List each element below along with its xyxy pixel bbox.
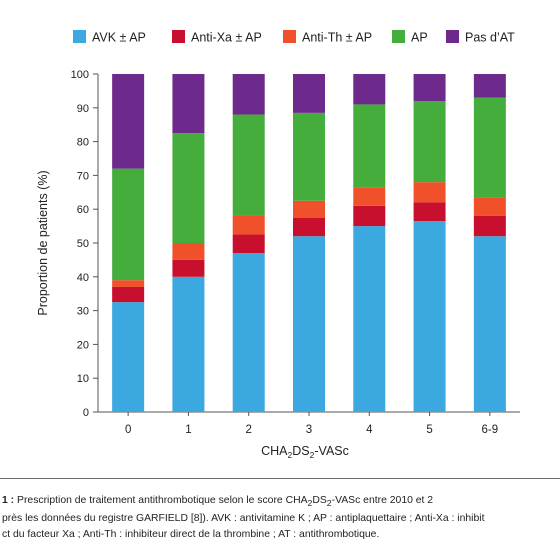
legend-swatch: [446, 30, 459, 43]
bar-segment: [473, 215, 506, 237]
legend: AVK ± AP Anti-Xa ± AP Anti-Th ± AP AP Pas d’…: [73, 30, 515, 45]
bar-segment: [413, 182, 446, 203]
y-tick-label: 60: [77, 204, 89, 216]
x-tick-label: 6-9: [482, 424, 499, 436]
bar-segment: [293, 112, 325, 201]
bar-segment: [232, 215, 265, 235]
bar-segment: [232, 114, 265, 216]
x-tick-label: 2: [246, 424, 252, 436]
x-axis: 0 1 2 3 4 5 6-9: [98, 411, 520, 436]
bar-segment: [473, 236, 506, 412]
legend-swatch: [283, 30, 296, 43]
caption-line-2: près les données du registre GARFIELD [8…: [2, 513, 485, 525]
bar-segment: [353, 187, 386, 206]
bar-segment: [232, 234, 265, 254]
x-axis-label: CHA2DS2-VASc: [261, 444, 349, 460]
bars: [112, 74, 506, 412]
bar-segment: [172, 243, 205, 260]
y-tick-label: 40: [77, 272, 89, 284]
y-tick-label: 70: [77, 170, 89, 182]
caption-divider: [0, 478, 560, 479]
x-tick-label: 5: [426, 424, 432, 436]
y-axis-label: Proportion de patients (%): [36, 170, 50, 315]
y-axis: 0 10 20 30 40 50 60 70 80 90 100: [71, 69, 99, 419]
bar-segment: [413, 221, 446, 412]
caption-line-3: ct du facteur Xa ; Anti-Th : inhibiteur …: [2, 529, 380, 541]
bar-segment: [293, 217, 325, 237]
y-tick-label: 100: [71, 69, 89, 81]
bar-segment: [112, 74, 145, 169]
legend-label: AP: [411, 31, 428, 45]
x-tick-label: 1: [185, 424, 191, 436]
bar-segment: [353, 226, 386, 412]
y-tick-label: 90: [77, 103, 89, 115]
bar-segment: [353, 104, 386, 188]
bar-segment: [473, 97, 506, 198]
bar-segment: [232, 74, 265, 115]
bar-segment: [112, 168, 145, 281]
stacked-bar-chart: AVK ± AP Anti-Xa ± AP Anti-Th ± AP AP Pas d’…: [36, 30, 520, 460]
legend-swatch: [392, 30, 405, 43]
y-tick-label: 20: [77, 339, 89, 351]
y-tick-label: 30: [77, 306, 89, 318]
bar-segment: [293, 200, 325, 218]
figure-label: 1 :: [2, 495, 15, 506]
bar-segment: [353, 205, 386, 227]
legend-swatch: [73, 30, 86, 43]
x-tick-label: 3: [306, 424, 312, 436]
bar-segment: [112, 280, 145, 287]
y-tick-label: 10: [77, 373, 89, 385]
legend-label: Anti-Xa ± AP: [191, 31, 262, 45]
bar-segment: [293, 74, 325, 113]
bar-segment: [473, 197, 506, 216]
y-tick-label: 80: [77, 137, 89, 149]
bar-segment: [172, 259, 205, 277]
legend-label: Anti-Th ± AP: [302, 31, 372, 45]
bar-segment: [172, 133, 205, 243]
legend-swatch: [172, 30, 185, 43]
y-tick-label: 50: [77, 238, 89, 250]
legend-label: Pas d’AT: [465, 31, 515, 45]
caption-line-1: 1 : Prescription de traitement antithrom…: [2, 495, 434, 509]
bar-segment: [413, 202, 446, 222]
x-tick-label: 4: [366, 424, 373, 436]
figure-caption: 1 : Prescription de traitement antithrom…: [2, 493, 560, 543]
bar-segment: [112, 286, 145, 303]
bar-segment: [413, 74, 446, 102]
y-tick-label: 0: [83, 407, 89, 419]
bar-segment: [172, 74, 205, 134]
bar-segment: [353, 74, 386, 105]
x-tick-label: 0: [125, 424, 131, 436]
bar-segment: [112, 302, 145, 412]
bar-segment: [413, 101, 446, 183]
bar-segment: [473, 74, 506, 98]
bar-segment: [172, 276, 205, 412]
bar-segment: [293, 236, 325, 412]
bar-segment: [232, 253, 265, 412]
legend-label: AVK ± AP: [92, 31, 146, 45]
